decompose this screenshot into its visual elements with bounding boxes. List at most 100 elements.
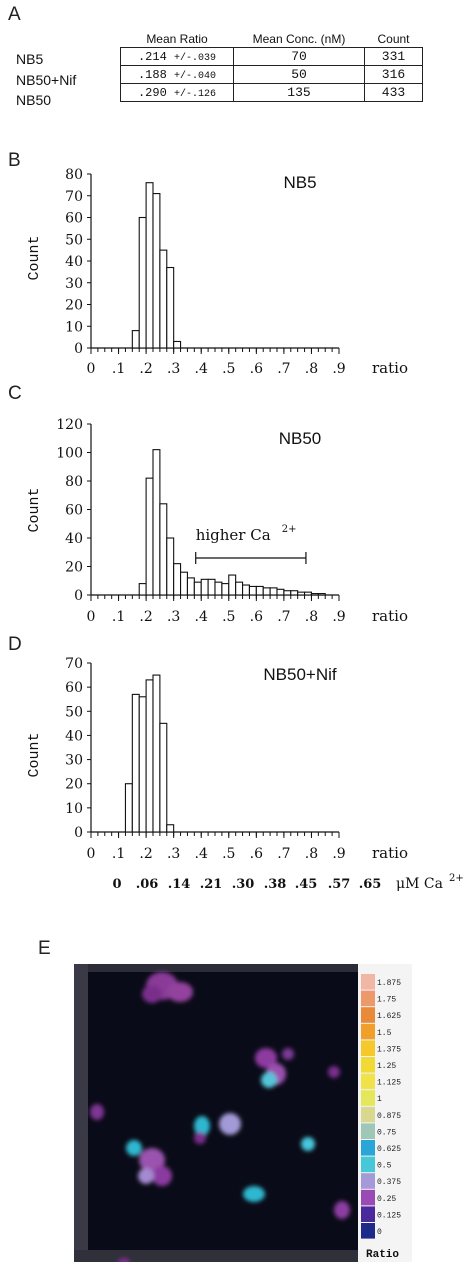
colorbar-label: 1.625 [377, 1012, 401, 1021]
colorbar-label: 1.5 [377, 1029, 392, 1038]
cell-count: 331 [364, 47, 423, 66]
x-tick-label: .8 [305, 609, 318, 625]
header-count: Count [377, 31, 410, 46]
cell-count: 433 [364, 83, 423, 102]
y-tick-label: 70 [65, 189, 83, 205]
x-axis-label: ratio [372, 607, 408, 625]
colorbar-swatch [361, 1073, 375, 1090]
histogram-bar [214, 581, 223, 596]
colorbar-swatch [361, 1173, 375, 1189]
y-axis-label: Count [26, 487, 43, 532]
y-tick-label: 0 [74, 588, 83, 604]
colorbar-label: 0.375 [377, 1178, 401, 1187]
x-tick-label: .3 [167, 846, 180, 862]
y-tick-label: 60 [65, 503, 83, 519]
y-axis-label: Count [26, 732, 43, 777]
histogram-bar [221, 583, 230, 596]
colorbar-label: 1.875 [377, 979, 401, 988]
colorbar-swatch [361, 1223, 375, 1239]
x-tick-label: 0 [87, 609, 96, 625]
colorbar-swatch [361, 1007, 375, 1023]
row-label-nb50: NB50 [16, 92, 52, 108]
x-tick-label: .1 [112, 846, 125, 862]
colorbar-swatches [361, 974, 375, 1239]
colorbar: 1.875 1.75 1.625 1.5 1.375 1.25 1.125 1 0.875 0.7… [358, 964, 412, 1262]
colorbar-label: 0.25 [377, 1195, 396, 1204]
x-tick-label: .3 [167, 361, 180, 377]
histogram-bar [193, 581, 202, 596]
panel-d-letter: D [8, 634, 22, 655]
colorbar-swatch [361, 1189, 375, 1206]
x-tick-label: .4 [195, 609, 208, 625]
histogram-bar [276, 588, 285, 596]
colorbar-label: 0.125 [377, 1211, 401, 1220]
histogram-bar [152, 193, 161, 349]
secondary-tick-label: .21 [200, 877, 223, 892]
histogram-bar [248, 585, 257, 596]
x-tick-label: .7 [277, 609, 290, 625]
y-tick-label: 20 [65, 560, 83, 576]
histogram-bar [207, 578, 216, 596]
histogram-bar [173, 563, 182, 596]
y-tick-label: 70 [65, 656, 83, 672]
histogram-bar [262, 587, 271, 596]
histogram-bar [173, 340, 182, 349]
secondary-axis-superscript: 2+ [449, 873, 464, 884]
histogram-bar [145, 182, 154, 349]
x-axis-label: ratio [372, 844, 408, 862]
histogram-bar [159, 503, 168, 596]
secondary-tick-label: .65 [359, 877, 382, 892]
histogram-bar [159, 722, 168, 833]
secondary-tick-label: .30 [232, 877, 255, 892]
x-tick-label: .2 [139, 361, 152, 377]
x-tick-label: .4 [195, 846, 208, 862]
x-tick-label: .5 [222, 361, 235, 377]
stats-table: Mean Ratio Mean Conc. (nM) Count .214 +/… [120, 30, 423, 102]
colorbar-swatch [361, 1106, 375, 1123]
y-tick-label: 0 [74, 825, 83, 841]
y-tick-label: 40 [65, 728, 83, 744]
histogram-bar [283, 590, 292, 596]
x-tick-label: .9 [332, 361, 345, 377]
x-tick-label: .9 [332, 609, 345, 625]
y-tick-label: 40 [65, 531, 83, 547]
y-tick-label: 20 [65, 777, 83, 793]
histogram-bar [166, 824, 175, 833]
x-tick-label: .4 [195, 361, 208, 377]
x-tick-label: .2 [139, 609, 152, 625]
histogram-bar [200, 578, 209, 596]
colorbar-labels: 1.875 1.75 1.625 1.5 1.375 1.25 1.125 1 0.875 0.7… [377, 979, 401, 1237]
histogram-bar [138, 696, 147, 833]
ratio-error: +/-.126 [174, 88, 217, 100]
ratio-error: +/-.039 [174, 52, 217, 64]
histogram-bar [166, 266, 175, 349]
cell-ratio: .290 +/-.126 [120, 83, 234, 102]
histogram-bar [269, 587, 278, 596]
secondary-tick-label: .57 [328, 877, 351, 892]
colorbar-swatch [361, 990, 375, 1007]
fluorescence-micrograph: 1.875 1.75 1.625 1.5 1.375 1.25 1.125 1 0.875 0.7… [74, 964, 412, 1266]
cell-ratio: .214 +/-.039 [120, 47, 234, 66]
colorbar-label: 0.625 [377, 1145, 401, 1154]
stats-header-row: Mean Ratio Mean Conc. (nM) Count [121, 30, 423, 48]
x-tick-label: .5 [222, 846, 235, 862]
colorbar-swatch [361, 1206, 375, 1222]
annotation-label: higher Ca [196, 526, 271, 544]
colorbar-label: 1 [377, 1095, 382, 1104]
x-tick-label: .8 [305, 846, 318, 862]
x-tick-label: .6 [250, 361, 263, 377]
y-tick-label: 80 [65, 474, 83, 490]
y-tick-label: 50 [65, 704, 83, 720]
histogram-bar [145, 477, 154, 596]
calcium-ratio-image: 1.875 1.75 1.625 1.5 1.375 1.25 1.125 1 0.875 0.7… [74, 964, 412, 1266]
histogram-bar [290, 590, 299, 596]
y-tick-label: 120 [56, 417, 83, 433]
panel-a-letter: A [8, 4, 21, 25]
secondary-axis-label: μM Ca [396, 876, 443, 892]
colorbar-label: 0.75 [377, 1128, 396, 1137]
colorbar-title: Ratio [366, 1249, 399, 1261]
colorbar-swatch [361, 1057, 375, 1073]
row-label-nb5: NB5 [16, 51, 44, 67]
y-tick-label: 30 [65, 753, 83, 769]
histogram-bar [235, 581, 244, 596]
